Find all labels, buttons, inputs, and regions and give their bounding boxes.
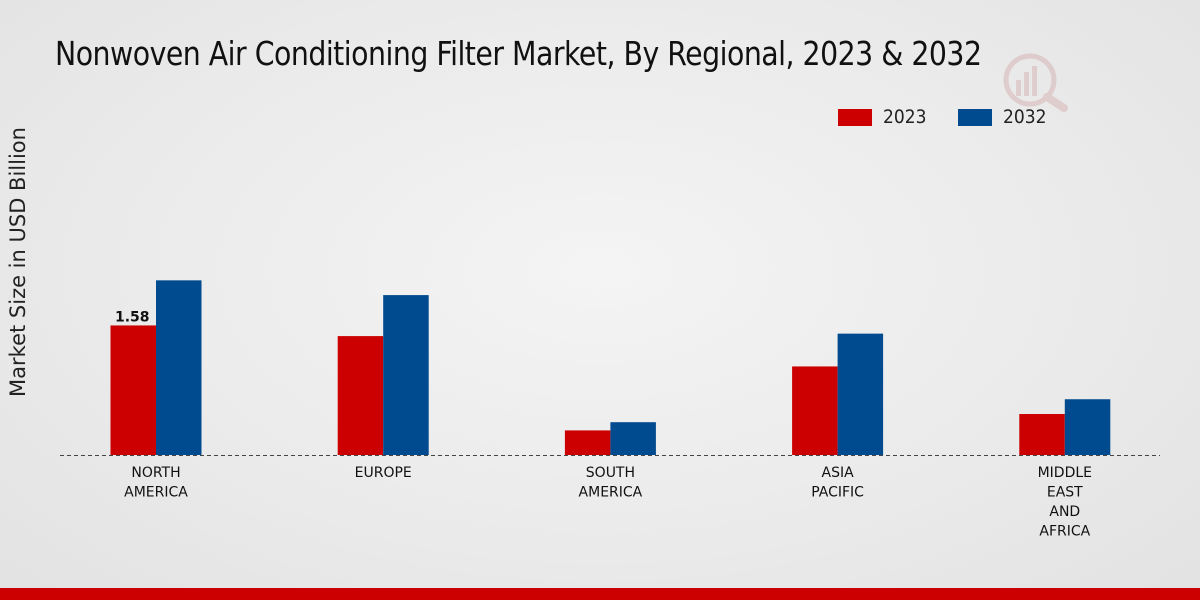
x-tick-line: EUROPE xyxy=(355,465,412,481)
data-label-2023-0: 1.58 xyxy=(115,309,150,325)
legend-label-2032: 2032 xyxy=(1003,106,1047,128)
bar-2032-europe xyxy=(383,295,429,455)
bar-2023-europe xyxy=(337,336,384,455)
bar-2023-south-america xyxy=(564,430,611,455)
legend-swatch-2023 xyxy=(838,108,872,126)
x-tick-label-asia-pacific: ASIA PACIFIC xyxy=(811,465,864,501)
legend-label-2023: 2023 xyxy=(883,106,927,128)
x-tick-line: ASIA xyxy=(822,465,855,481)
x-tick-line: EAST xyxy=(1047,485,1083,501)
bar-2032-north-america xyxy=(156,280,202,455)
chart-title: Nonwoven Air Conditioning Filter Market,… xyxy=(55,34,982,73)
x-tick-line: AFRICA xyxy=(1039,524,1090,540)
bottom-accent-bar xyxy=(0,588,1200,600)
bar-2032-south-america xyxy=(610,422,656,455)
x-tick-line: AND xyxy=(1049,504,1080,520)
x-tick-line: SOUTH xyxy=(586,465,635,481)
legend-item-2023: 2023 xyxy=(838,106,931,128)
x-tick-line: AMERICA xyxy=(124,485,188,501)
x-tick-label-south-america: SOUTH AMERICA xyxy=(579,465,643,501)
x-tick-line: NORTH xyxy=(131,465,180,481)
x-tick-label-europe: EUROPE xyxy=(355,465,412,481)
x-tick-label-middle-east-and-africa: MIDDLE EAST AND AFRICA xyxy=(1038,465,1092,540)
legend-swatch-2032 xyxy=(958,108,992,126)
x-tick-line: AMERICA xyxy=(579,485,643,501)
watermark-logo-icon xyxy=(1000,52,1072,116)
bar-2023-asia-pacific xyxy=(792,366,838,455)
bar-2023-middle-east-and-africa xyxy=(1019,414,1065,455)
x-tick-label-north-america: NORTH AMERICA xyxy=(124,465,188,501)
bar-2032-asia-pacific xyxy=(837,333,884,455)
bar-2032-middle-east-and-africa xyxy=(1064,399,1111,455)
x-tick-line: PACIFIC xyxy=(811,485,864,501)
bar-2023-north-america xyxy=(110,325,156,455)
legend-item-2032: 2032 xyxy=(958,106,1051,128)
x-tick-line: MIDDLE xyxy=(1038,465,1092,481)
